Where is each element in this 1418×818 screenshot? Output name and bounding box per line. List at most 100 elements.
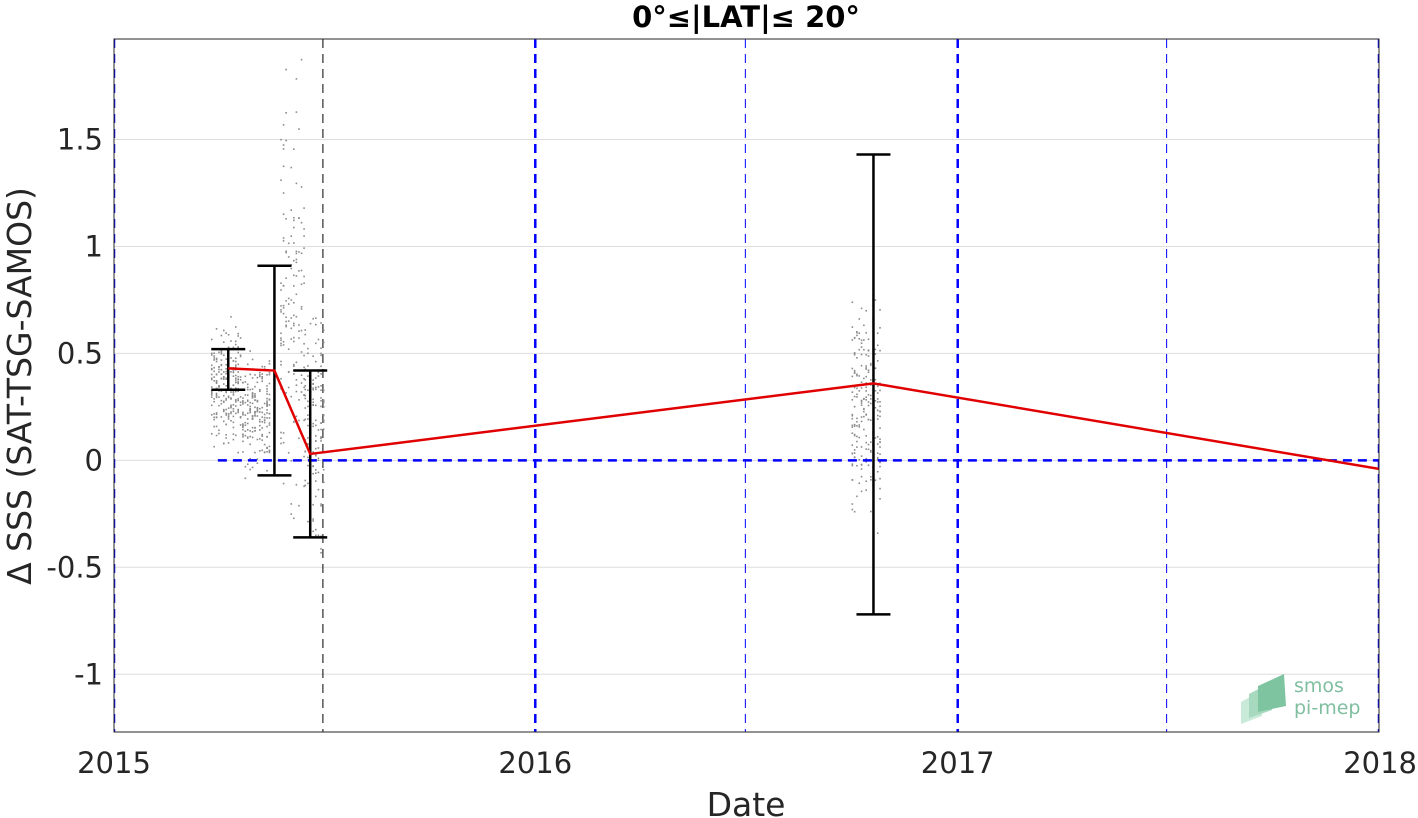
scatter-point: [242, 451, 244, 453]
scatter-point: [254, 451, 256, 454]
scatter-point: [215, 425, 218, 428]
scatter-point: [851, 391, 854, 394]
scatter-point: [259, 420, 261, 423]
scatter-point: [293, 340, 295, 343]
scatter-point: [300, 329, 303, 332]
scatter-point: [282, 213, 285, 215]
scatter-point: [239, 404, 242, 406]
scatter-point: [232, 433, 235, 435]
scatter-point: [290, 513, 293, 515]
scatter-point: [865, 434, 867, 437]
scatter-point: [220, 351, 223, 354]
scatter-point: [234, 343, 237, 346]
scatter-point: [856, 464, 858, 467]
scatter-point: [268, 417, 271, 419]
scatter-point: [856, 440, 858, 443]
scatter-point: [874, 390, 877, 392]
scatter-point: [215, 382, 218, 385]
scatter-point: [239, 416, 242, 418]
scatter-point: [300, 382, 303, 384]
scatter-point: [215, 360, 218, 363]
scatter-point: [853, 510, 856, 513]
scatter-point: [860, 307, 863, 310]
scatter-point: [312, 465, 314, 467]
scatter-point: [230, 411, 232, 413]
scatter-point: [320, 322, 322, 324]
scatter-point: [304, 385, 307, 387]
scatter-point: [230, 397, 232, 399]
scatter-point: [237, 411, 240, 414]
scatter-point: [851, 452, 854, 455]
scatter-point: [876, 401, 879, 403]
scatter-point: [874, 406, 877, 409]
scatter-point: [280, 431, 282, 434]
scatter-point: [865, 441, 867, 444]
scatter-point: [869, 362, 872, 365]
scatter-point: [304, 329, 307, 331]
scatter-point: [865, 390, 867, 392]
scatter-point: [863, 377, 865, 380]
scatter-point: [220, 416, 223, 418]
scatter-point: [254, 410, 256, 413]
scatter-point: [314, 447, 317, 450]
scatter-point: [298, 419, 300, 422]
scatter-point: [322, 329, 325, 332]
scatter-point: [282, 340, 285, 343]
scatter-point: [234, 374, 237, 377]
scatter-point: [232, 421, 235, 424]
scatter-point: [285, 68, 287, 71]
scatter-point: [282, 312, 285, 315]
scatter-point: [237, 371, 240, 373]
scatter-point: [303, 207, 305, 209]
scatter-point: [290, 503, 293, 505]
scatter-point: [290, 209, 293, 211]
scatter-point: [249, 410, 251, 412]
scatter-point: [234, 340, 237, 343]
scatter-point: [259, 438, 261, 440]
scatter-point: [266, 409, 268, 411]
scatter-point: [295, 258, 298, 261]
scatter-point: [263, 419, 266, 422]
scatter-point: [869, 510, 872, 513]
scatter-point: [851, 479, 854, 481]
scatter-point: [251, 402, 254, 405]
scatter-point: [215, 381, 218, 384]
scatter-point: [232, 403, 235, 406]
scatter-point: [220, 378, 223, 380]
x-tick-label: 2015: [77, 746, 151, 780]
scatter-point: [314, 528, 317, 531]
scatter-point: [215, 395, 218, 397]
scatter-point: [320, 436, 322, 439]
scatter-point: [261, 427, 264, 429]
x-tick-label: 2016: [498, 746, 572, 780]
scatter-point: [251, 415, 254, 418]
scatter-point: [865, 353, 867, 356]
scatter-point: [295, 483, 298, 486]
y-tick-label: 1.5: [57, 123, 103, 157]
scatter-point: [227, 333, 230, 336]
scatter-point: [851, 367, 854, 370]
scatter-point: [853, 434, 856, 437]
scatter-point: [303, 366, 305, 369]
vertical-reference-lines: [114, 39, 1379, 732]
scatter-point: [232, 394, 235, 396]
scatter-point: [237, 451, 240, 454]
scatter-point: [307, 442, 309, 445]
scatter-point: [307, 437, 309, 439]
scatter-point: [295, 379, 298, 381]
scatter-point: [290, 327, 293, 330]
scatter-point: [225, 372, 227, 375]
scatter-point: [210, 354, 213, 356]
scatter-point: [312, 472, 314, 475]
scatter-point: [251, 392, 254, 395]
scatter-point: [225, 437, 227, 439]
scatter-point: [879, 453, 881, 455]
scatter-point: [251, 418, 254, 420]
scatter-point: [320, 551, 322, 554]
scatter-point: [314, 388, 317, 391]
scatter-point: [242, 425, 244, 428]
scatter-point: [225, 414, 227, 416]
scatter-point: [293, 301, 295, 304]
scatter-point: [225, 368, 227, 370]
plot-frame: [113, 38, 1380, 733]
